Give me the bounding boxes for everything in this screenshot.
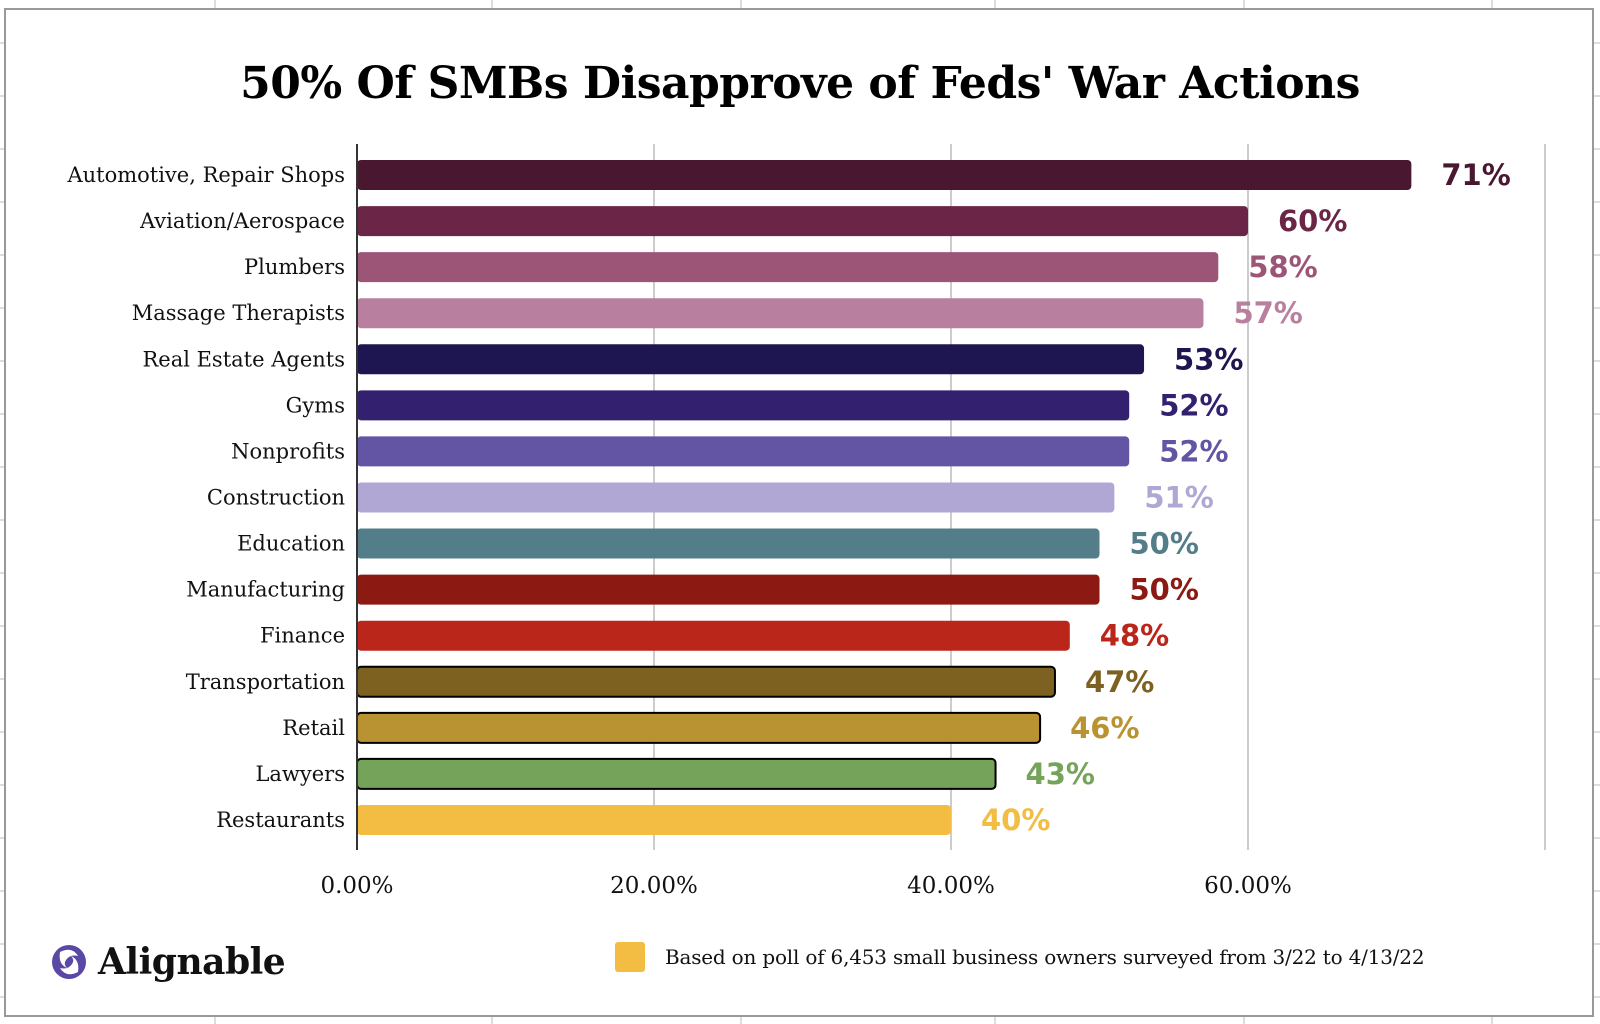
data-label: 46%: [1070, 711, 1139, 745]
data-label: 71%: [1441, 158, 1510, 192]
data-label: 47%: [1085, 665, 1154, 699]
bar[interactable]: [356, 757, 997, 790]
bar[interactable]: [357, 482, 1115, 513]
category-label: Retail: [282, 716, 345, 740]
data-label: 57%: [1233, 296, 1302, 330]
bar[interactable]: [356, 711, 1042, 744]
data-label: 60%: [1278, 204, 1347, 238]
category-label: Nonprofits: [231, 439, 345, 463]
category-label: Real Estate Agents: [142, 347, 345, 371]
chart-title: 50% Of SMBs Disapprove of Feds' War Acti…: [240, 58, 1360, 109]
data-label: 52%: [1159, 388, 1228, 422]
legend-label: Based on poll of 6,453 small business ow…: [665, 945, 1425, 969]
data-label: 50%: [1130, 527, 1199, 561]
x-tick-label: 60.00%: [1204, 873, 1292, 899]
bar[interactable]: [357, 574, 1100, 605]
bar[interactable]: [357, 804, 951, 835]
category-label: Finance: [260, 624, 345, 648]
x-tick-label: 40.00%: [907, 873, 995, 899]
bar[interactable]: [357, 620, 1070, 651]
data-label: 40%: [981, 803, 1050, 837]
x-tick-label: 20.00%: [610, 873, 698, 899]
category-label: Transportation: [186, 670, 345, 694]
bar[interactable]: [357, 528, 1100, 559]
data-label: 53%: [1174, 342, 1243, 376]
category-label: Restaurants: [216, 808, 345, 832]
data-label: 50%: [1130, 573, 1199, 607]
category-label: Massage Therapists: [132, 301, 345, 325]
alignable-logo-text: Alignable: [98, 941, 286, 983]
data-label: 48%: [1100, 619, 1169, 653]
category-label: Plumbers: [244, 255, 345, 279]
data-label: 51%: [1144, 480, 1213, 514]
bar[interactable]: [357, 252, 1219, 283]
category-label: Education: [237, 532, 345, 556]
alignable-logo: Alignable: [50, 937, 286, 987]
bar[interactable]: [357, 344, 1145, 375]
category-label: Aviation/Aerospace: [139, 209, 345, 233]
data-label: 52%: [1159, 434, 1228, 468]
category-label: Automotive, Repair Shops: [66, 163, 345, 187]
bar[interactable]: [357, 298, 1204, 329]
bar[interactable]: [357, 160, 1412, 190]
category-label: Lawyers: [255, 762, 345, 786]
bar[interactable]: [357, 390, 1130, 421]
data-label: 58%: [1248, 250, 1317, 284]
bar[interactable]: [357, 436, 1130, 467]
bar[interactable]: [356, 665, 1056, 698]
category-label: Construction: [207, 485, 345, 509]
legend: Based on poll of 6,453 small business ow…: [615, 942, 1425, 972]
alignable-logo-icon: [52, 945, 86, 979]
category-label: Manufacturing: [186, 578, 345, 602]
x-tick-label: 0.00%: [320, 873, 393, 899]
category-label: Gyms: [286, 393, 345, 417]
data-label: 43%: [1026, 757, 1095, 791]
bar[interactable]: [357, 206, 1248, 237]
legend-swatch: [615, 942, 645, 972]
